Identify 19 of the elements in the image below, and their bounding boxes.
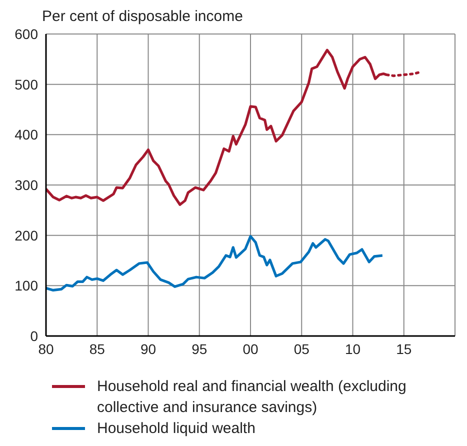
y-tick-label: 0 [30,328,38,344]
y-axis-title: Per cent of disposable income [42,8,244,26]
x-tick-label: 10 [344,340,361,357]
x-tick-label: 90 [140,340,156,357]
legend-label: Household liquid wealth [97,419,256,439]
legend-label: Household real and financial wealth (excluding collective and insurance savings) [97,377,408,418]
y-tick-label: 100 [14,278,38,294]
y-tick-label: 300 [14,176,38,193]
x-tick-label: 00 [242,340,258,357]
y-tick-label: 500 [14,76,38,92]
x-tick-label: 15 [396,340,412,357]
x-tick-label: 85 [89,340,106,357]
y-tick-label: 600 [14,26,38,42]
y-tick-label: 200 [14,227,38,244]
x-tick-label: 80 [38,340,54,357]
x-tick-label: 05 [294,340,310,357]
y-tick-label: 400 [14,126,38,143]
x-tick-label: 95 [192,340,208,357]
line-series [46,235,384,292]
